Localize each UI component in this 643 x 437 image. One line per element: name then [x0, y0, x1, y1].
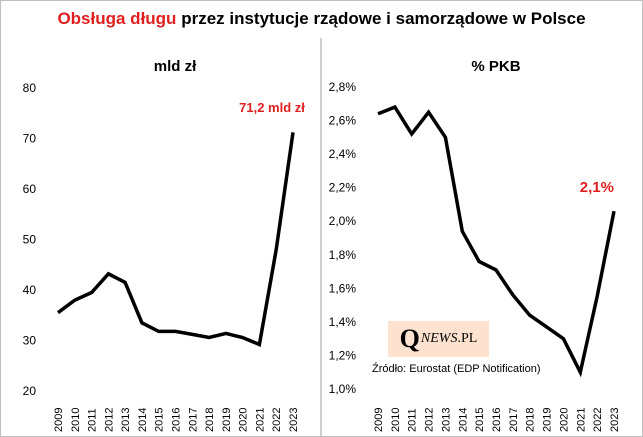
y-tick-label: 70: [23, 132, 37, 146]
y-tick-label: 1,8%: [329, 248, 357, 262]
panel-divider: [320, 38, 322, 436]
x-tick-label: 2009: [53, 408, 65, 432]
x-tick-label: 2010: [390, 408, 402, 432]
x-tick-label: 2012: [103, 408, 115, 432]
y-tick-label: 1,0%: [329, 382, 357, 396]
x-tick-label: 2012: [424, 408, 436, 432]
logo-pl: .PL: [457, 331, 478, 346]
x-tick-label: 2020: [238, 408, 250, 432]
x-tick-label: 2013: [120, 408, 132, 432]
y-tick-label: 30: [23, 334, 37, 348]
y-tick-label: 2,2%: [329, 181, 357, 195]
qnews-logo: Q NEWS .PL: [388, 321, 489, 357]
data-label-annotation: 2,1%: [580, 179, 614, 196]
title-highlight: Obsługa długu: [57, 9, 177, 28]
x-tick-label: 2014: [137, 408, 149, 432]
x-tick-label: 2015: [474, 408, 486, 432]
data-label-annotation: 71,2 mld zł: [239, 100, 305, 115]
page-title: Obsługa długu przez instytucje rządowe i…: [0, 9, 643, 29]
x-tick-label: 2019: [542, 408, 554, 432]
x-tick-label: 2015: [154, 408, 166, 432]
x-tick-label: 2023: [609, 408, 621, 432]
x-tick-label: 2021: [575, 408, 587, 432]
x-tick-label: 2021: [254, 408, 266, 432]
x-tick-label: 2017: [508, 408, 520, 432]
x-tick-label: 2016: [171, 408, 183, 432]
source-note: Źródło: Eurostat (EDP Notification): [372, 363, 541, 375]
chart-title: % PKB: [471, 58, 520, 75]
logo-q: Q: [399, 324, 420, 353]
x-tick-label: 2018: [525, 408, 537, 432]
y-tick-label: 50: [23, 233, 37, 247]
x-tick-label: 2017: [187, 408, 199, 432]
x-tick-label: 2011: [87, 408, 99, 432]
x-tick-label: 2014: [457, 408, 469, 432]
y-tick-label: 2,0%: [329, 214, 357, 228]
y-tick-label: 1,6%: [329, 281, 357, 295]
y-tick-label: 2,4%: [329, 147, 357, 161]
title-rest: przez instytucje rządowe i samorządowe w…: [181, 9, 586, 28]
y-tick-label: 1,2%: [329, 348, 357, 362]
y-tick-label: 2,8%: [329, 80, 357, 94]
x-tick-label: 2022: [271, 408, 283, 432]
chart-title: mld zł: [154, 58, 197, 75]
x-tick-label: 2010: [70, 408, 82, 432]
x-tick-label: 2011: [407, 408, 419, 432]
y-tick-label: 60: [23, 182, 37, 196]
x-tick-label: 2019: [221, 408, 233, 432]
y-tick-label: 2,6%: [329, 114, 357, 128]
x-tick-label: 2013: [440, 408, 452, 432]
x-tick-label: 2016: [491, 408, 503, 432]
y-tick-label: 20: [23, 384, 37, 398]
x-tick-label: 2022: [592, 408, 604, 432]
y-tick-label: 80: [23, 81, 37, 95]
x-tick-label: 2023: [288, 408, 300, 432]
y-tick-label: 1,4%: [329, 315, 357, 329]
x-tick-label: 2020: [558, 408, 570, 432]
y-tick-label: 40: [23, 283, 37, 297]
x-tick-label: 2009: [373, 408, 385, 432]
x-tick-label: 2018: [204, 408, 216, 432]
logo-news: NEWS: [420, 331, 458, 346]
